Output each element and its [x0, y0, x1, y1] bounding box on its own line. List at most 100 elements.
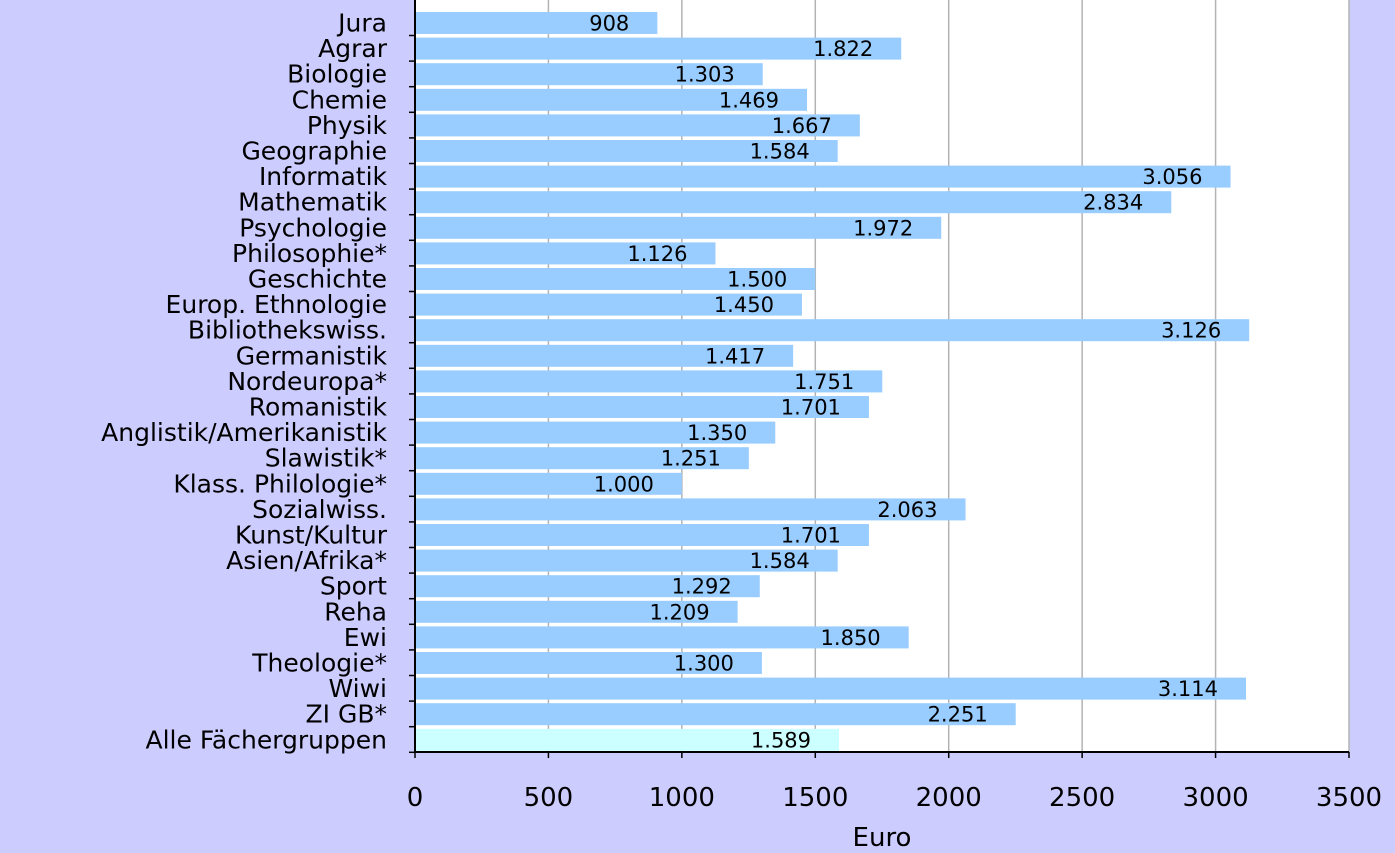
category-label: Bibliothekswiss. [188, 316, 387, 345]
bar [415, 549, 838, 572]
bar-value-label: 2.834 [1083, 191, 1143, 215]
bar-value-label: 1.209 [650, 600, 710, 624]
category-label: Geographie [241, 137, 387, 166]
category-label: Ewi [344, 623, 387, 652]
bar [415, 652, 762, 674]
bar-value-label: 1.751 [794, 370, 854, 394]
bar [415, 703, 1016, 726]
bar [415, 677, 1246, 700]
bar [415, 114, 860, 137]
bar [415, 216, 942, 239]
x-tick-label: 1000 [649, 783, 715, 813]
bar [415, 191, 1172, 214]
bar-value-label: 1.667 [772, 114, 832, 138]
bar-value-label: 2.063 [877, 498, 937, 522]
x-tick-label: 3000 [1182, 783, 1248, 813]
category-label: Asien/Afrika* [226, 546, 387, 575]
bar [415, 447, 749, 470]
bar [415, 370, 883, 393]
category-label: Theologie* [251, 649, 387, 678]
bar [415, 242, 716, 265]
category-label: Nordeuropa* [227, 367, 387, 396]
bar-value-label: 3.114 [1158, 677, 1218, 701]
bar-value-label: 1.417 [705, 344, 765, 368]
x-tick-label: 3500 [1316, 783, 1382, 813]
category-label: Mathematik [238, 188, 387, 217]
bar [415, 140, 838, 162]
category-label: Reha [324, 597, 387, 626]
x-tick-label: 500 [524, 783, 574, 813]
category-label: Sport [320, 572, 387, 601]
x-tick-label: 2000 [916, 783, 982, 813]
bar-value-label: 3.056 [1142, 165, 1202, 189]
bar-value-label: 1.701 [781, 524, 841, 548]
bar [415, 472, 682, 495]
x-axis-title: Euro [853, 823, 912, 849]
bar-value-label: 3.126 [1161, 319, 1221, 343]
bar-value-label: 1.292 [672, 575, 732, 599]
category-label: Geschichte [248, 265, 387, 294]
bar-value-label: 1.000 [594, 472, 654, 496]
category-labels: JuraAgrarBiologieChemiePhysikGeographieI… [101, 9, 388, 755]
bar [415, 575, 760, 598]
category-label: Sozialwiss. [252, 495, 387, 524]
bar-value-label: 908 [589, 12, 629, 36]
bar [415, 498, 966, 521]
category-label: Slawistik* [265, 444, 387, 473]
bar [415, 63, 763, 86]
category-label: Chemie [292, 85, 387, 114]
bar-value-label: 1.469 [719, 88, 779, 112]
x-tick-label: 1500 [782, 783, 848, 813]
category-label: Klass. Philologie* [173, 469, 387, 498]
x-tick-label: 0 [407, 783, 424, 813]
category-label: Alle Fächergruppen [146, 725, 388, 754]
bar-value-label: 1.589 [751, 728, 811, 752]
x-tick-label: 2500 [1049, 783, 1115, 813]
bar [415, 396, 869, 418]
category-label: Philosophie* [232, 239, 387, 268]
bar [415, 421, 776, 444]
category-label: Kunst/Kultur [235, 521, 388, 550]
bar [415, 524, 869, 546]
bar [415, 319, 1250, 342]
bar [415, 88, 808, 111]
bar [415, 600, 738, 623]
bar-value-label: 1.701 [781, 396, 841, 420]
category-label: Wiwi [328, 674, 387, 703]
bar [415, 728, 840, 751]
bar-value-label: 1.303 [675, 63, 735, 87]
bar-value-label: 1.500 [727, 268, 787, 292]
bar [415, 293, 802, 316]
value-labels: 9081.8221.3031.4691.6671.5843.0562.8341.… [589, 12, 1221, 753]
category-label: ZI GB* [306, 700, 387, 729]
bar-value-label: 1.850 [821, 626, 881, 650]
bar-value-label: 1.972 [853, 216, 913, 240]
bar-value-label: 1.126 [627, 242, 687, 266]
bar-value-label: 2.251 [928, 703, 988, 727]
category-label: Informatik [259, 162, 388, 191]
bars [415, 12, 1250, 751]
category-label: Jura [336, 9, 387, 38]
bar [415, 268, 816, 290]
category-label: Biologie [287, 60, 387, 89]
bar-value-label: 1.350 [687, 421, 747, 445]
bar-value-label: 1.300 [674, 652, 734, 676]
category-label: Romanistik [249, 393, 388, 422]
bar [415, 12, 658, 34]
bar [415, 626, 909, 649]
bar-value-label: 1.251 [661, 447, 721, 471]
category-label: Physik [307, 111, 388, 140]
bar-value-label: 1.450 [714, 293, 774, 317]
x-tick-labels: 0 500 1000 1500 2000 2500 3000 3500 [407, 783, 1382, 813]
bar [415, 344, 794, 367]
category-label: Psychologie [239, 213, 387, 242]
axes [409, 0, 1350, 758]
category-label: Anglistik/Amerikanistik [101, 418, 387, 447]
category-label: Germanistik [236, 341, 388, 370]
bar-value-label: 1.584 [750, 549, 810, 573]
bar [415, 165, 1231, 188]
bar-value-label: 1.584 [750, 140, 810, 164]
category-label: Agrar [318, 34, 388, 63]
